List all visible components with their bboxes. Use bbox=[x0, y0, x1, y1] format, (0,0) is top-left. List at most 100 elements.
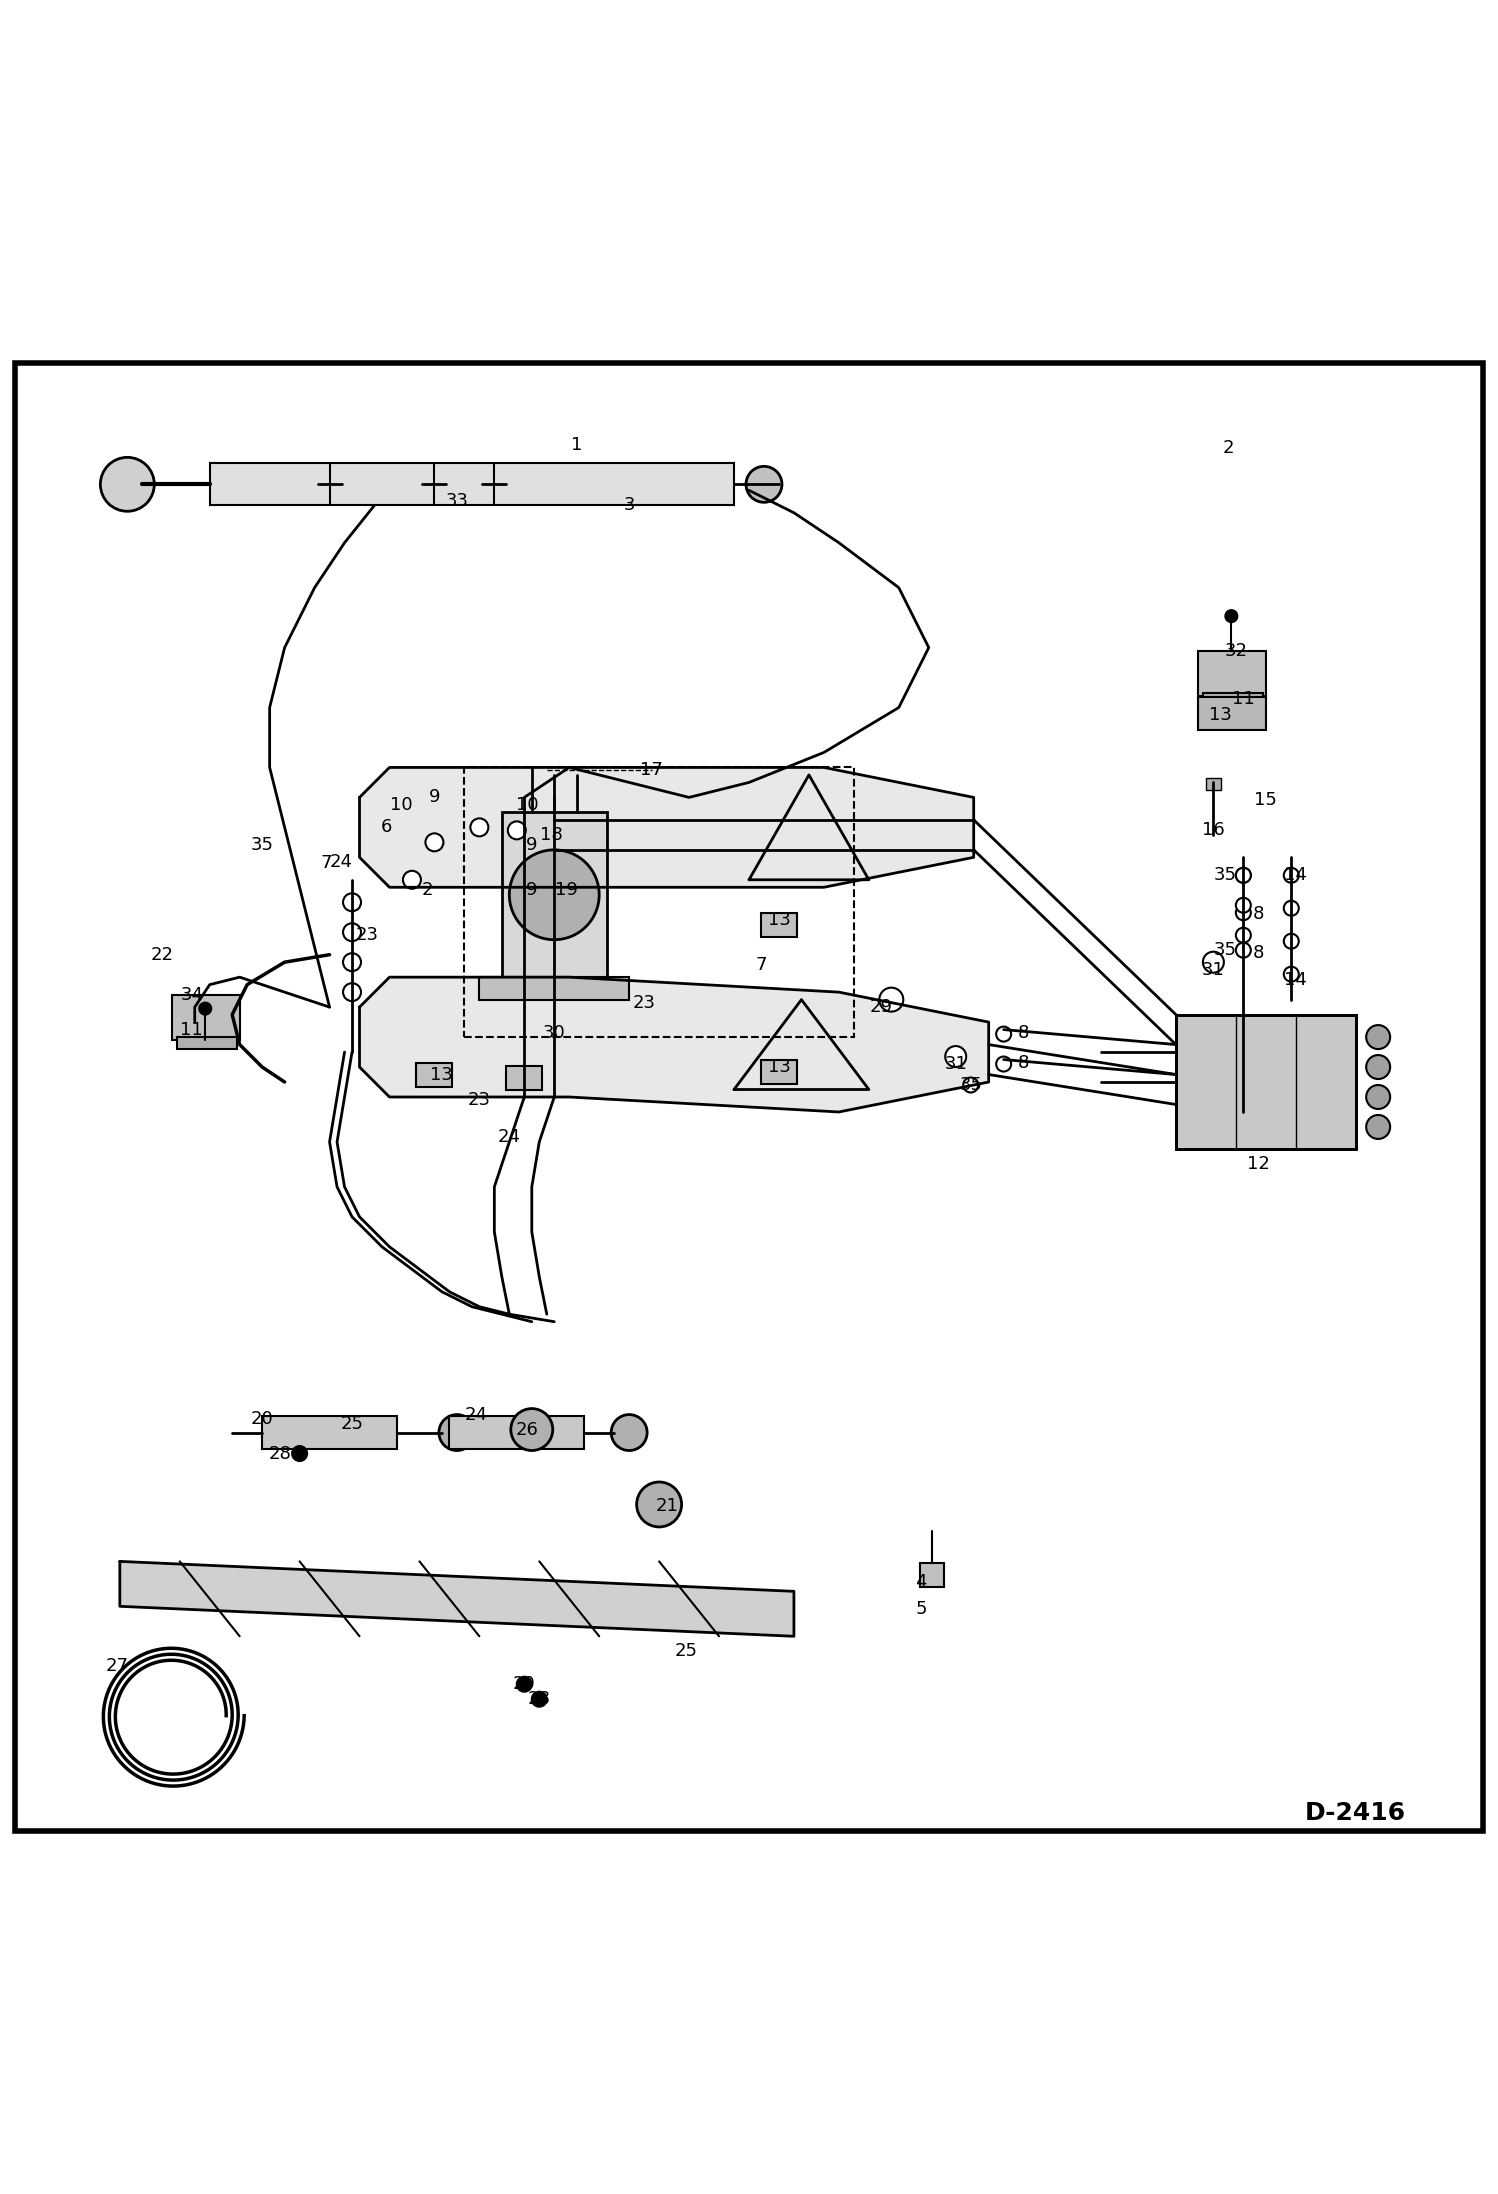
Circle shape bbox=[611, 1415, 647, 1450]
Text: 5: 5 bbox=[915, 1599, 927, 1619]
Circle shape bbox=[1284, 935, 1299, 948]
Circle shape bbox=[996, 1027, 1011, 1042]
Bar bbox=[464, 768, 854, 1038]
Text: 8: 8 bbox=[1017, 1053, 1029, 1071]
Text: 35: 35 bbox=[1213, 867, 1237, 884]
Bar bbox=[761, 1060, 797, 1084]
Circle shape bbox=[403, 871, 421, 889]
Text: 28: 28 bbox=[527, 1689, 551, 1709]
Circle shape bbox=[1366, 1115, 1390, 1139]
Circle shape bbox=[1236, 869, 1251, 882]
Circle shape bbox=[637, 1481, 682, 1527]
Text: 20: 20 bbox=[250, 1411, 274, 1428]
Text: 31: 31 bbox=[1201, 961, 1225, 979]
Text: 14: 14 bbox=[1284, 972, 1308, 989]
Text: 11: 11 bbox=[180, 1020, 204, 1038]
Text: 11: 11 bbox=[1231, 689, 1255, 706]
Text: 25: 25 bbox=[340, 1415, 364, 1433]
Text: 24: 24 bbox=[497, 1128, 521, 1147]
Polygon shape bbox=[120, 1562, 794, 1637]
Bar bbox=[506, 1066, 542, 1090]
Bar bbox=[177, 1038, 237, 1049]
Text: 21: 21 bbox=[655, 1496, 679, 1514]
Text: 8: 8 bbox=[1017, 1025, 1029, 1042]
Text: 16: 16 bbox=[1201, 821, 1225, 840]
Bar bbox=[1198, 652, 1266, 695]
Circle shape bbox=[1236, 943, 1251, 959]
Circle shape bbox=[879, 987, 903, 1011]
Text: 35: 35 bbox=[1213, 941, 1237, 959]
Text: 18: 18 bbox=[539, 825, 563, 845]
Circle shape bbox=[1236, 906, 1251, 919]
Circle shape bbox=[746, 467, 782, 502]
Text: 8: 8 bbox=[1252, 943, 1264, 963]
Circle shape bbox=[1366, 1055, 1390, 1079]
Text: 23: 23 bbox=[632, 994, 656, 1011]
Text: 26: 26 bbox=[515, 1420, 539, 1439]
Text: 13: 13 bbox=[767, 911, 791, 930]
Circle shape bbox=[532, 1692, 547, 1707]
Circle shape bbox=[292, 1446, 307, 1461]
Text: 3: 3 bbox=[623, 496, 635, 513]
Bar bbox=[761, 913, 797, 937]
Circle shape bbox=[945, 1047, 966, 1066]
Bar bbox=[262, 1415, 397, 1448]
Text: 25: 25 bbox=[674, 1643, 698, 1661]
Circle shape bbox=[199, 1003, 211, 1014]
Bar bbox=[1176, 1014, 1356, 1150]
Circle shape bbox=[963, 1077, 978, 1093]
Bar bbox=[449, 1415, 584, 1448]
Bar bbox=[416, 1062, 452, 1086]
Text: 4: 4 bbox=[915, 1573, 927, 1591]
Bar bbox=[1198, 698, 1266, 731]
Text: 1: 1 bbox=[571, 437, 583, 454]
Bar bbox=[1206, 779, 1221, 790]
Text: 31: 31 bbox=[944, 1055, 968, 1073]
Text: 15: 15 bbox=[1254, 792, 1278, 810]
Text: 23: 23 bbox=[355, 926, 379, 943]
Circle shape bbox=[343, 893, 361, 911]
Text: 2: 2 bbox=[1222, 439, 1234, 456]
Bar bbox=[1176, 1014, 1356, 1150]
Circle shape bbox=[1225, 610, 1237, 623]
Text: 24: 24 bbox=[330, 853, 354, 871]
Text: 9: 9 bbox=[526, 882, 538, 900]
Circle shape bbox=[343, 924, 361, 941]
Text: 9: 9 bbox=[526, 836, 538, 853]
Text: 23: 23 bbox=[467, 1090, 491, 1108]
Text: 13: 13 bbox=[1209, 706, 1233, 724]
Circle shape bbox=[439, 1415, 475, 1450]
Text: 34: 34 bbox=[180, 985, 204, 1005]
Circle shape bbox=[1203, 952, 1224, 972]
Bar bbox=[479, 976, 629, 1000]
Text: 13: 13 bbox=[767, 1058, 791, 1075]
Circle shape bbox=[470, 818, 488, 836]
Bar bbox=[1203, 693, 1263, 704]
Text: 10: 10 bbox=[389, 796, 413, 814]
Circle shape bbox=[100, 456, 154, 511]
Circle shape bbox=[508, 821, 526, 840]
Circle shape bbox=[343, 952, 361, 972]
Circle shape bbox=[1284, 902, 1299, 915]
Text: 2: 2 bbox=[421, 882, 433, 900]
Text: 33: 33 bbox=[445, 491, 469, 509]
Text: 8: 8 bbox=[1252, 906, 1264, 924]
Circle shape bbox=[1366, 1025, 1390, 1049]
Bar bbox=[172, 996, 240, 1040]
Text: 35: 35 bbox=[250, 836, 274, 853]
Circle shape bbox=[996, 1058, 1011, 1071]
Text: 19: 19 bbox=[554, 882, 578, 900]
Text: 13: 13 bbox=[430, 1066, 454, 1084]
Text: 12: 12 bbox=[1246, 1156, 1270, 1174]
Text: 35: 35 bbox=[959, 1075, 983, 1095]
Circle shape bbox=[1236, 928, 1251, 943]
Circle shape bbox=[425, 834, 443, 851]
Text: 9: 9 bbox=[428, 788, 440, 807]
Text: 29: 29 bbox=[869, 998, 893, 1016]
Circle shape bbox=[1284, 869, 1299, 882]
Circle shape bbox=[509, 849, 599, 939]
Circle shape bbox=[517, 1676, 532, 1692]
Text: 22: 22 bbox=[150, 946, 174, 963]
Text: 14: 14 bbox=[1284, 867, 1308, 884]
Text: 17: 17 bbox=[640, 761, 664, 779]
